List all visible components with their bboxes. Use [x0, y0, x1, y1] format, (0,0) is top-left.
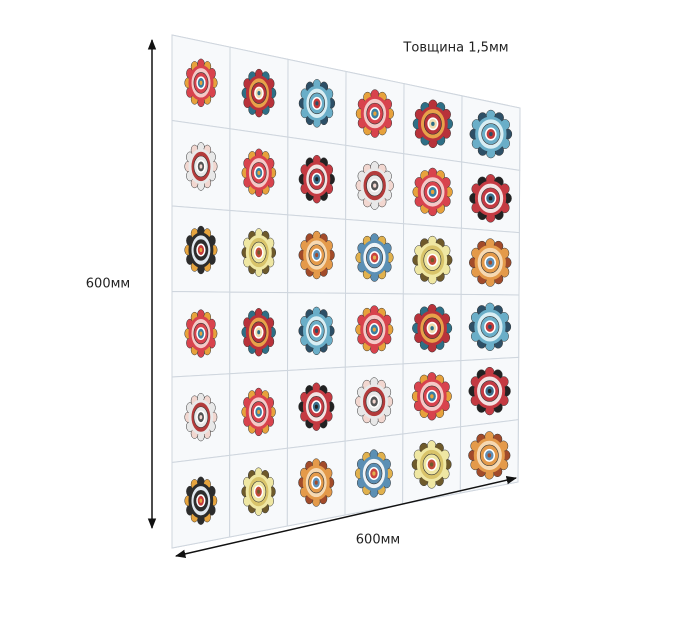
mandala-center [199, 331, 203, 336]
mandala-center [373, 111, 377, 116]
mandala-center [199, 247, 203, 253]
mandala-center [431, 121, 435, 126]
mandala-center [257, 91, 261, 96]
mandala-center [315, 177, 319, 182]
mandala-center [199, 164, 203, 169]
mandala-center [315, 101, 319, 106]
mandala-center [487, 453, 492, 458]
thickness-label: Товщина 1,5мм [402, 41, 508, 56]
mandala-center [372, 255, 377, 260]
mandala-center [487, 389, 492, 394]
mandala-center [314, 328, 319, 333]
height-label: 600мм [86, 277, 130, 292]
mandala-center [257, 409, 261, 415]
mandala-center [314, 404, 318, 409]
mandala-center [429, 462, 434, 467]
mandala-center [199, 80, 203, 85]
mandala-center [430, 326, 434, 331]
mandala-center [372, 327, 376, 332]
mandala-center [199, 498, 203, 503]
tile-grid [171, 34, 521, 549]
mandala-center [257, 170, 261, 175]
width-label: 600мм [356, 533, 400, 548]
mandala-center [314, 480, 318, 485]
mandala-center [257, 250, 261, 255]
mandala-center [489, 131, 493, 137]
mandala-center [430, 257, 435, 263]
mandala-center [257, 489, 261, 494]
mandala-center [373, 183, 377, 188]
mandala-center [488, 260, 493, 265]
mandala-center [430, 189, 435, 195]
mandala-center [372, 471, 376, 476]
mandala-center [372, 399, 376, 404]
mandala-center [199, 415, 203, 420]
mandala-center [257, 330, 261, 335]
mandala-center [488, 324, 492, 329]
mandala-center [488, 196, 493, 201]
mandala-center [315, 252, 319, 258]
width-arrow [174, 476, 518, 558]
mandala-center [430, 394, 434, 399]
